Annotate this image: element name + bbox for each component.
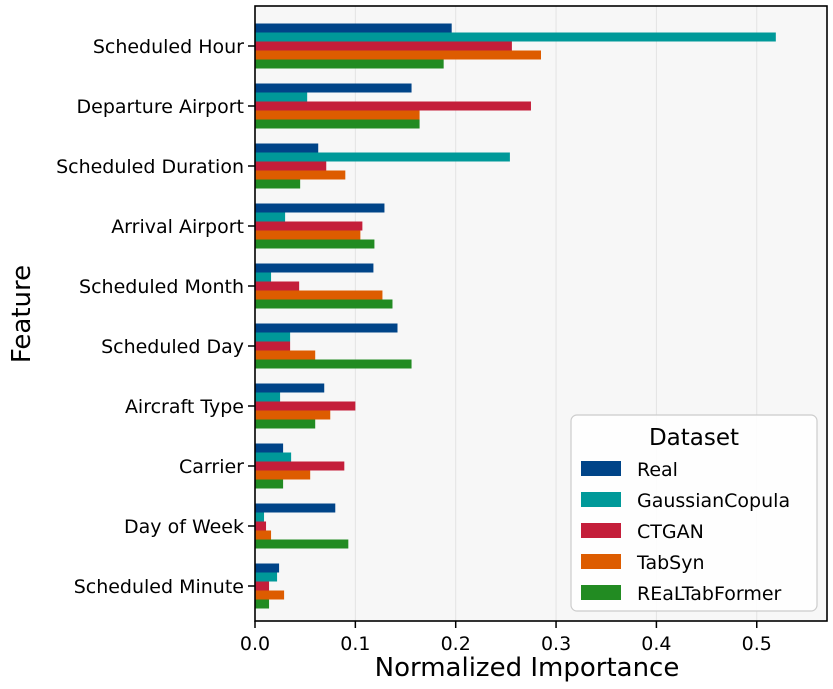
x-tick-label: 0.4 [641,633,671,655]
bar-real [255,563,280,573]
bar-gaussiancopula [255,32,776,42]
x-tick-label: 0.5 [742,633,772,655]
y-tick-label: Scheduled Duration [56,156,244,178]
y-axis-title: Feature [7,265,37,363]
bar-tabsyn [255,170,346,180]
bar-ctgan [255,41,512,51]
bar-realtabformer [255,299,393,309]
bars [255,23,776,609]
x-axis-title: Normalized Importance [375,653,680,683]
bar-ctgan [255,221,363,231]
bar-gaussiancopula [255,152,510,162]
legend-swatch-real [581,461,621,476]
legend-swatch-gaussiancopula [581,492,621,507]
legend-swatch-tabsyn [581,554,621,569]
bar-realtabformer [255,119,420,129]
bar-real [255,83,412,93]
legend-label-real: Real [637,459,678,481]
bar-real [255,23,452,33]
bar-tabsyn [255,290,383,300]
y-tick-label: Departure Airport [77,96,244,118]
y-tick-label: Arrival Airport [111,216,244,238]
y-tick-label: Carrier [179,456,244,478]
y-tick-label: Scheduled Hour [93,36,244,58]
bar-tabsyn [255,590,285,600]
legend-label-gaussiancopula: GaussianCopula [637,490,790,512]
bar-gaussiancopula [255,92,308,102]
legend-label-ctgan: CTGAN [637,521,704,543]
bar-real [255,323,398,333]
bar-realtabformer [255,59,444,69]
bar-tabsyn [255,230,361,240]
bar-ctgan [255,401,356,411]
y-tick-label: Day of Week [124,516,244,538]
y-tick-label: Scheduled Day [101,336,244,358]
bar-real [255,443,284,453]
bar-ctgan [255,101,531,111]
legend-swatch-realtabformer [581,585,621,600]
bar-real [255,263,374,273]
bar-gaussiancopula [255,392,281,402]
bar-ctgan [255,461,345,471]
x-axis-ticks: 0.0 0.1 0.2 0.3 0.4 0.5 [240,621,772,655]
x-tick-label: 0.1 [340,633,370,655]
bar-real [255,503,336,513]
bar-gaussiancopula [255,212,286,222]
bar-ctgan [255,161,327,171]
legend-title: Dataset [649,425,739,451]
bar-ctgan [255,581,270,591]
bar-realtabformer [255,359,412,369]
bar-real [255,383,325,393]
x-tick-label: 0.3 [541,633,571,655]
bar-tabsyn [255,530,272,540]
y-axis-ticks: Scheduled Hour Departure Airport Scheduled… [56,36,255,598]
legend: Dataset Real GaussianCopula CTGAN TabSyn REaL… [570,414,818,612]
legend-label-realtabformer: REaLTabFormer [637,583,782,605]
x-tick-label: 0.2 [441,633,471,655]
bar-tabsyn [255,350,316,360]
bar-realtabformer [255,599,270,609]
bar-tabsyn [255,410,331,420]
plot-frame [254,5,828,622]
y-tick-label: Aircraft Type [125,396,244,418]
bar-ctgan [255,341,291,351]
bar-gaussiancopula [255,512,265,522]
bar-tabsyn [255,50,541,60]
bar-real [255,203,385,213]
legend-swatch-ctgan [581,523,621,538]
bar-ctgan [255,281,300,291]
bar-real [255,143,319,153]
legend-label-tabsyn: TabSyn [636,552,705,574]
bar-tabsyn [255,470,311,480]
bar-gaussiancopula [255,452,292,462]
bar-realtabformer [255,539,349,549]
bar-gaussiancopula [255,332,291,342]
y-tick-label: Scheduled Month [79,276,244,298]
y-tick-label: Scheduled Minute [74,576,244,598]
legend-box [570,414,818,612]
bar-ctgan [255,521,267,531]
bar-realtabformer [255,479,284,489]
bar-gaussiancopula [255,272,272,282]
bar-tabsyn [255,110,420,120]
bar-realtabformer [255,419,316,429]
bar-realtabformer [255,239,375,249]
x-tick-label: 0.0 [240,633,270,655]
bar-realtabformer [255,179,301,189]
bar-gaussiancopula [255,572,278,582]
